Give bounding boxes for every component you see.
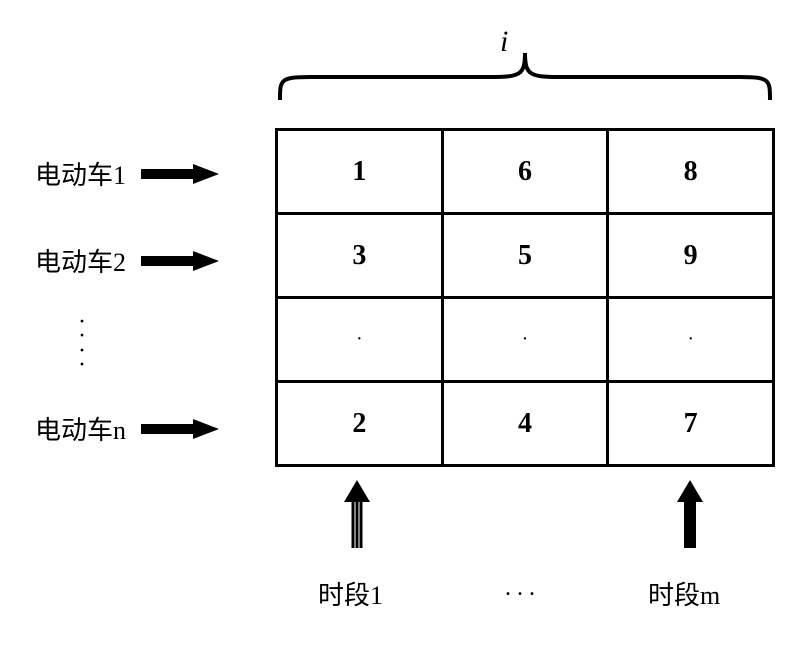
row-label-text: 电动车2 [35, 242, 126, 279]
col-label-m: 时段m [648, 575, 720, 612]
cell-dots: · [442, 298, 608, 382]
cell: 5 [442, 214, 608, 298]
arrow-right-icon [141, 249, 221, 273]
cell-dots: · [608, 298, 774, 382]
row-label-ev1: 电动车1 [35, 155, 221, 192]
cell: 1 [277, 130, 443, 214]
row-label-ev2: 电动车2 [35, 242, 221, 279]
row-label-text: 电动车1 [35, 155, 126, 192]
table-row: 1 6 8 [277, 130, 774, 214]
matrix-table: 1 6 8 3 5 9 · · · 2 4 7 [275, 128, 775, 467]
table-row: 3 5 9 [277, 214, 774, 298]
diagram-container: i 1 6 8 3 5 9 · · · 2 4 7 [20, 20, 787, 643]
cell: 3 [277, 214, 443, 298]
cell: 2 [277, 382, 443, 466]
row-label-text: 电动车n [35, 410, 126, 447]
arrow-up-icon [342, 480, 372, 550]
cell: 6 [442, 130, 608, 214]
curly-brace-top [275, 45, 775, 105]
table-row: 2 4 7 [277, 382, 774, 466]
cell: 9 [608, 214, 774, 298]
table-row-dots: · · · [277, 298, 774, 382]
cell: 8 [608, 130, 774, 214]
cell: 4 [442, 382, 608, 466]
arrow-right-icon [141, 417, 221, 441]
arrow-right-icon [141, 162, 221, 186]
cell: 7 [608, 382, 774, 466]
col-label-1: 时段1 [318, 575, 383, 612]
cell-dots: · [277, 298, 443, 382]
horizontal-dots: . . . [505, 575, 535, 602]
vertical-dots: ···· [78, 315, 86, 373]
arrow-up-icon [675, 480, 705, 550]
row-label-evn: 电动车n [35, 410, 221, 447]
grid-table: 1 6 8 3 5 9 · · · 2 4 7 [275, 128, 775, 467]
